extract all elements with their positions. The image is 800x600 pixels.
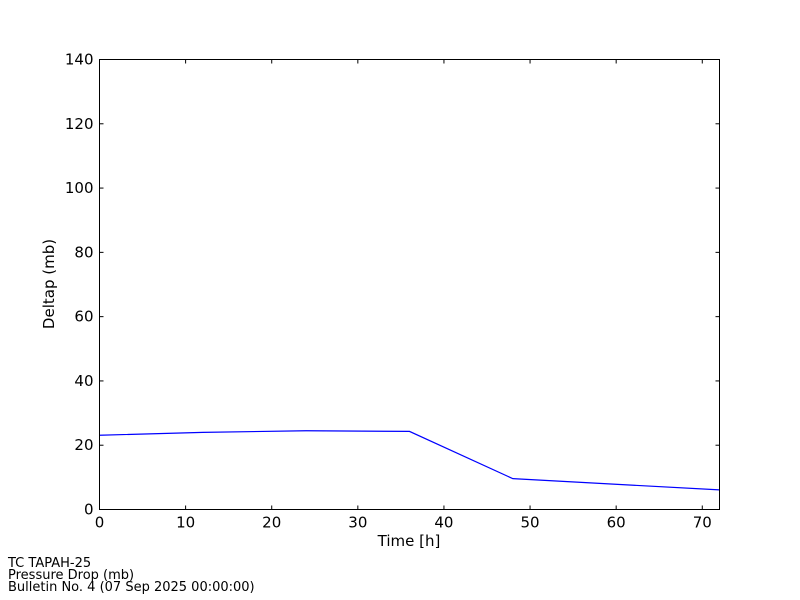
footer-storm-name: TC TAPAH-25 [8, 556, 92, 571]
y-tick-label: 0 [84, 501, 94, 519]
x-tick-label: 50 [521, 514, 540, 532]
series-line [99, 430, 720, 491]
x-tick-label: 30 [348, 514, 367, 532]
x-tick-label: 10 [176, 514, 195, 532]
y-axis-label: Deltap (mb) [40, 239, 58, 329]
x-tick-label: 20 [262, 514, 281, 532]
footer-variable: Pressure Drop (mb) [8, 568, 135, 583]
y-tick-label: 80 [74, 243, 93, 261]
plot-frame [99, 59, 720, 510]
x-tick-label: 0 [95, 514, 105, 532]
y-tick-label: 140 [65, 51, 94, 69]
x-tick-label: 60 [607, 514, 626, 532]
y-tick-label: 40 [74, 372, 93, 390]
y-tick-label: 60 [74, 308, 93, 326]
y-tick-label: 20 [74, 436, 93, 454]
x-tick-label: 70 [693, 514, 712, 532]
x-axis-label: Time [h] [377, 532, 441, 550]
footer-info: TC TAPAH-25 Pressure Drop (mb) Bulletin … [8, 556, 255, 595]
y-tick-label: 100 [65, 179, 94, 197]
y-tick-label: 120 [65, 115, 94, 133]
x-tick-label: 40 [434, 514, 453, 532]
footer-bulletin: Bulletin No. 4 (07 Sep 2025 00:00:00) [8, 580, 255, 595]
